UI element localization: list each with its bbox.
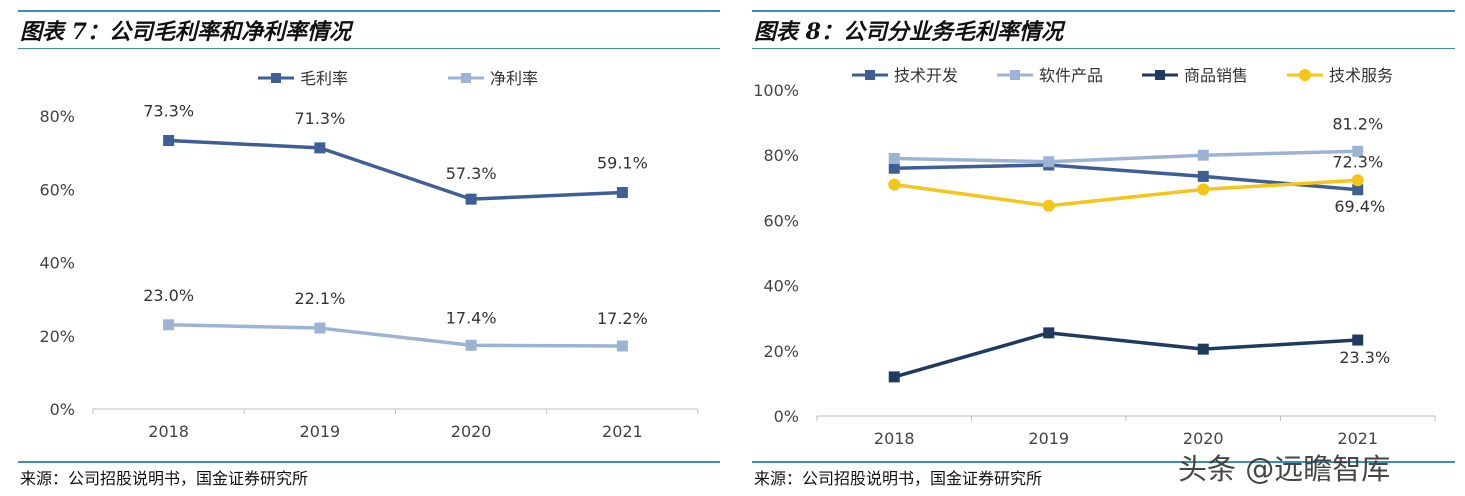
legend-label: 技术开发	[894, 66, 958, 85]
x-tick-label: 2018	[148, 422, 189, 441]
data-point	[888, 371, 900, 383]
data-point	[616, 340, 628, 352]
data-point	[1352, 334, 1364, 346]
y-tick-label: 20%	[763, 342, 799, 361]
data-point	[888, 152, 900, 164]
legend-entry: 技术服务	[1287, 66, 1393, 85]
data-point	[1197, 183, 1210, 196]
legend-marker	[1299, 69, 1311, 81]
data-point	[888, 162, 900, 174]
legend-entry: 净利率	[448, 69, 538, 88]
series-line	[893, 331, 1358, 379]
y-tick-label: 80%	[39, 107, 75, 126]
data-point	[314, 322, 326, 334]
source-bar: 来源：公司招股说明书，国金证券研究所	[18, 461, 720, 495]
chart-title-bar: 图表 7：公司毛利率和净利率情况	[18, 10, 720, 49]
y-tick-label: 0%	[774, 407, 799, 426]
legend-marker	[865, 70, 875, 80]
legend-marker	[461, 73, 471, 83]
data-label: 17.2%	[597, 309, 648, 328]
data-point	[616, 187, 628, 199]
y-tick-label: 20%	[39, 327, 75, 346]
data-label: 17.4%	[446, 308, 497, 327]
data-label: 73.3%	[143, 102, 194, 121]
series-line	[168, 138, 623, 201]
source-bar: 来源：公司招股说明书，国金证券研究所	[752, 461, 1455, 495]
source-note: 来源：公司招股说明书，国金证券研究所	[754, 469, 1043, 488]
data-label: 23.0%	[143, 286, 194, 305]
segment-margin-chart: 0% 20% 40% 60% 80% 100% 2018 2019 2020 2021 技术开发 软件…	[753, 66, 1436, 448]
x-tick-label: 2021	[1337, 429, 1378, 448]
x-tick-label: 2018	[874, 429, 915, 448]
data-label: 22.1%	[294, 289, 345, 308]
data-label: 81.2%	[1332, 114, 1383, 133]
source-note: 来源：公司招股说明书，国金证券研究所	[20, 469, 309, 488]
data-point	[1197, 149, 1209, 161]
x-tick-label: 2020	[1183, 429, 1224, 448]
data-point	[1197, 343, 1209, 355]
legend-label: 软件产品	[1039, 66, 1103, 85]
chart-title: 图表 7：公司毛利率和净利率情况	[20, 19, 351, 45]
chart-title-bar: 图表 8：公司分业务毛利率情况	[752, 10, 1455, 49]
series-line	[894, 178, 1358, 208]
data-point	[1352, 184, 1364, 196]
data-point	[1352, 145, 1364, 157]
data-label: 69.4%	[1334, 197, 1385, 216]
data-point	[465, 193, 477, 205]
series-line	[894, 163, 1358, 192]
x-tick-label: 2020	[451, 422, 492, 441]
y-tick-label: 40%	[763, 277, 799, 296]
data-label: 59.1%	[597, 154, 648, 173]
y-tick-label: 60%	[39, 180, 75, 199]
gross-net-margin-chart: 0% 20% 40% 60% 80% 2018 2019 2020 2021 毛利率 净利率 73.3…	[39, 69, 699, 441]
legend-label: 毛利率	[300, 69, 348, 88]
y-tick-label: 100%	[753, 81, 799, 100]
data-point	[888, 178, 901, 191]
chart-panel-7: 图表 7：公司毛利率和净利率情况 0% 20% 40% 60% 80% 2018 2019 2…	[18, 0, 720, 496]
data-point	[1043, 156, 1055, 168]
data-point	[314, 142, 326, 154]
data-point	[1042, 199, 1055, 212]
chart-panel-8: 图表 8：公司分业务毛利率情况 0% 20% 40% 60% 80% 100% 2018 20…	[752, 0, 1455, 496]
y-tick-label: 40%	[39, 254, 75, 273]
data-point	[465, 339, 477, 351]
legend-marker	[271, 73, 281, 83]
legend-entry: 毛利率	[258, 69, 348, 88]
data-point	[163, 319, 175, 331]
legend-entry: 技术开发	[852, 66, 958, 85]
y-tick-label: 0%	[50, 400, 75, 419]
legend-entry: 商品销售	[1142, 66, 1248, 85]
data-point	[1197, 170, 1209, 182]
legend-label: 技术服务	[1329, 66, 1393, 85]
legend-label: 商品销售	[1184, 66, 1248, 85]
data-label: 57.3%	[446, 164, 497, 183]
x-tick-label: 2021	[602, 422, 643, 441]
legend-entry: 软件产品	[997, 66, 1103, 85]
data-point	[1351, 174, 1364, 187]
data-label: 23.3%	[1339, 348, 1390, 367]
x-tick-label: 2019	[1028, 429, 1069, 448]
series-line	[168, 323, 623, 348]
x-tick-label: 2019	[300, 422, 341, 441]
watermark-text: 头条 @远瞻智库	[1178, 452, 1391, 486]
y-tick-label: 60%	[763, 211, 799, 230]
data-point	[1043, 327, 1055, 339]
legend-label: 净利率	[490, 69, 538, 88]
series-line	[894, 149, 1358, 164]
legend-marker	[1010, 70, 1020, 80]
data-point	[163, 135, 175, 147]
y-tick-label: 80%	[763, 146, 799, 165]
legend-marker	[1155, 70, 1165, 80]
chart-title: 图表 8：公司分业务毛利率情况	[754, 19, 1063, 45]
data-label: 72.3%	[1332, 152, 1383, 171]
data-label: 71.3%	[294, 109, 345, 128]
